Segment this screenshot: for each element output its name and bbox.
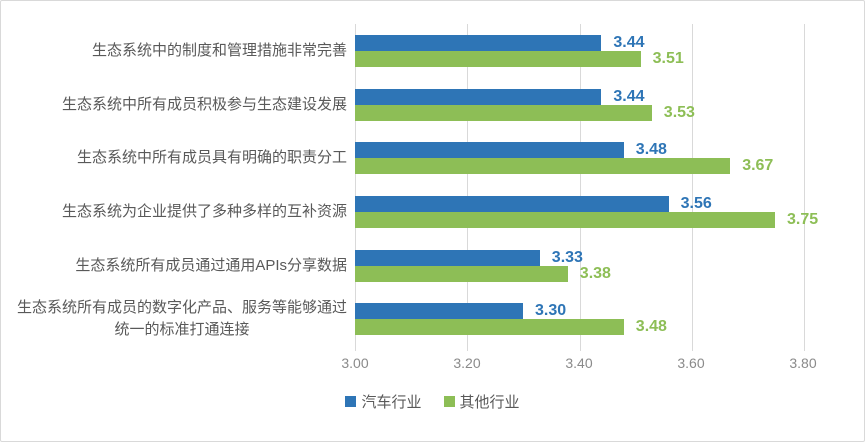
bar-汽车行业 [355,34,602,51]
gridline [579,24,581,351]
bar-line: 3.48 [355,141,803,159]
legend-swatch-icon [443,396,455,407]
bar-其他行业 [355,50,641,67]
bar-line: 3.33 [355,248,803,266]
category-label: 生态系统中的制度和管理措施非常完善 [91,41,347,59]
chart-row: 生态系统中所有成员积极参与生态建设发展 3.44 3.53 [1,78,803,132]
axis-tick-label: 3.20 [453,355,481,371]
bar-value-label: 3.38 [579,264,611,282]
bar-其他行业 [355,158,731,175]
category-label-cell: 生态系统中所有成员具有明确的职责分工 [1,147,355,169]
bar-line: 3.75 [355,211,818,228]
bar-value-label: 3.75 [787,210,819,228]
bars-cell: 3.44 3.53 [355,78,803,132]
bar-value-label: 3.56 [680,194,712,212]
bar-其他行业 [355,211,775,228]
bar-value-label: 3.48 [635,318,667,336]
legend-item: 汽车行业 [345,391,422,412]
bar-line: 3.38 [355,264,803,282]
chart-row: 生态系统所有成员的数字化产品、服务等能够通过 统一的标准打通连接 3.30 3.48 [1,292,803,346]
legend-swatch-icon [345,396,357,407]
bar-value-label: 3.48 [635,141,667,159]
plot-gridlines [355,24,805,351]
bar-其他行业 [355,104,652,121]
bar-汽车行业 [355,303,523,320]
category-label: 生态系统中所有成员积极参与生态建设发展 [61,95,347,113]
bar-line: 3.51 [355,49,803,67]
gridline [467,24,469,351]
category-label-cell: 生态系统所有成员通过通用APIs分享数据 [1,255,355,277]
bar-value-label: 3.44 [613,87,645,105]
chart-row: 生态系统中的制度和管理措施非常完善 3.44 3.51 [1,24,803,78]
legend-item: 其他行业 [443,391,520,412]
bar-其他行业 [355,319,624,336]
axis-tick-label: 3.00 [341,355,369,371]
bar-value-label: 3.33 [551,248,583,266]
gridline [691,24,693,351]
category-label-cell: 生态系统中所有成员积极参与生态建设发展 [1,94,355,116]
category-rows: 生态系统中的制度和管理措施非常完善 3.44 3.51 生态系统中所有成员积极参与生态… [1,24,818,346]
bar-line: 3.53 [355,103,803,121]
bar-line: 3.56 [355,194,803,212]
x-axis: 3.00 3.20 3.40 3.60 3.80 [341,355,816,373]
bar-line: 3.44 [355,87,803,105]
category-label: 生态系统所有成员的数字化产品、服务等能够通过 统一的标准打通连接 [16,299,347,339]
chart-row: 生态系统为企业提供了多种多样的互补资源 3.56 3.75 [1,185,818,239]
bar-value-label: 3.30 [535,302,567,320]
bar-其他行业 [355,265,568,282]
bars-cell: 3.56 3.75 [355,185,818,239]
bar-value-label: 3.53 [663,103,695,121]
axis-tick-label: 3.40 [565,355,593,371]
bars-cell: 3.48 3.67 [355,131,803,185]
bar-汽车行业 [355,88,602,105]
bar-汽车行业 [355,249,540,266]
category-label: 生态系统中所有成员具有明确的职责分工 [76,149,347,167]
bar-line: 3.67 [355,157,803,175]
category-label: 生态系统所有成员通过通用APIs分享数据 [75,256,347,274]
bar-汽车行业 [355,195,669,212]
bar-line: 3.30 [355,302,803,320]
legend: 汽车行业 其他行业 [1,391,864,412]
bar-value-label: 3.44 [613,33,645,51]
category-label-cell: 生态系统为企业提供了多种多样的互补资源 [1,201,355,223]
axis-tick-label: 3.80 [789,355,817,371]
bars-cell: 3.33 3.38 [355,239,803,293]
bar-value-label: 3.51 [652,49,684,67]
bars-cell: 3.44 3.51 [355,24,803,78]
chart-row: 生态系统所有成员通过通用APIs分享数据 3.33 3.38 [1,239,803,293]
bars-cell: 3.30 3.48 [355,292,803,346]
legend-label: 汽车行业 [361,394,422,411]
bar-line: 3.48 [355,318,803,336]
gridline [804,24,805,351]
category-label-cell: 生态系统中的制度和管理措施非常完善 [1,40,355,62]
legend-label: 其他行业 [459,394,520,411]
bar-value-label: 3.67 [742,157,774,175]
gridline [355,24,356,351]
category-label: 生态系统为企业提供了多种多样的互补资源 [61,202,347,220]
category-label-cell: 生态系统所有成员的数字化产品、服务等能够通过 统一的标准打通连接 [1,297,355,341]
bar-line: 3.44 [355,33,803,51]
axis-tick-label: 3.60 [677,355,705,371]
bar-汽车行业 [355,142,624,159]
chart-row: 生态系统中所有成员具有明确的职责分工 3.48 3.67 [1,131,803,185]
